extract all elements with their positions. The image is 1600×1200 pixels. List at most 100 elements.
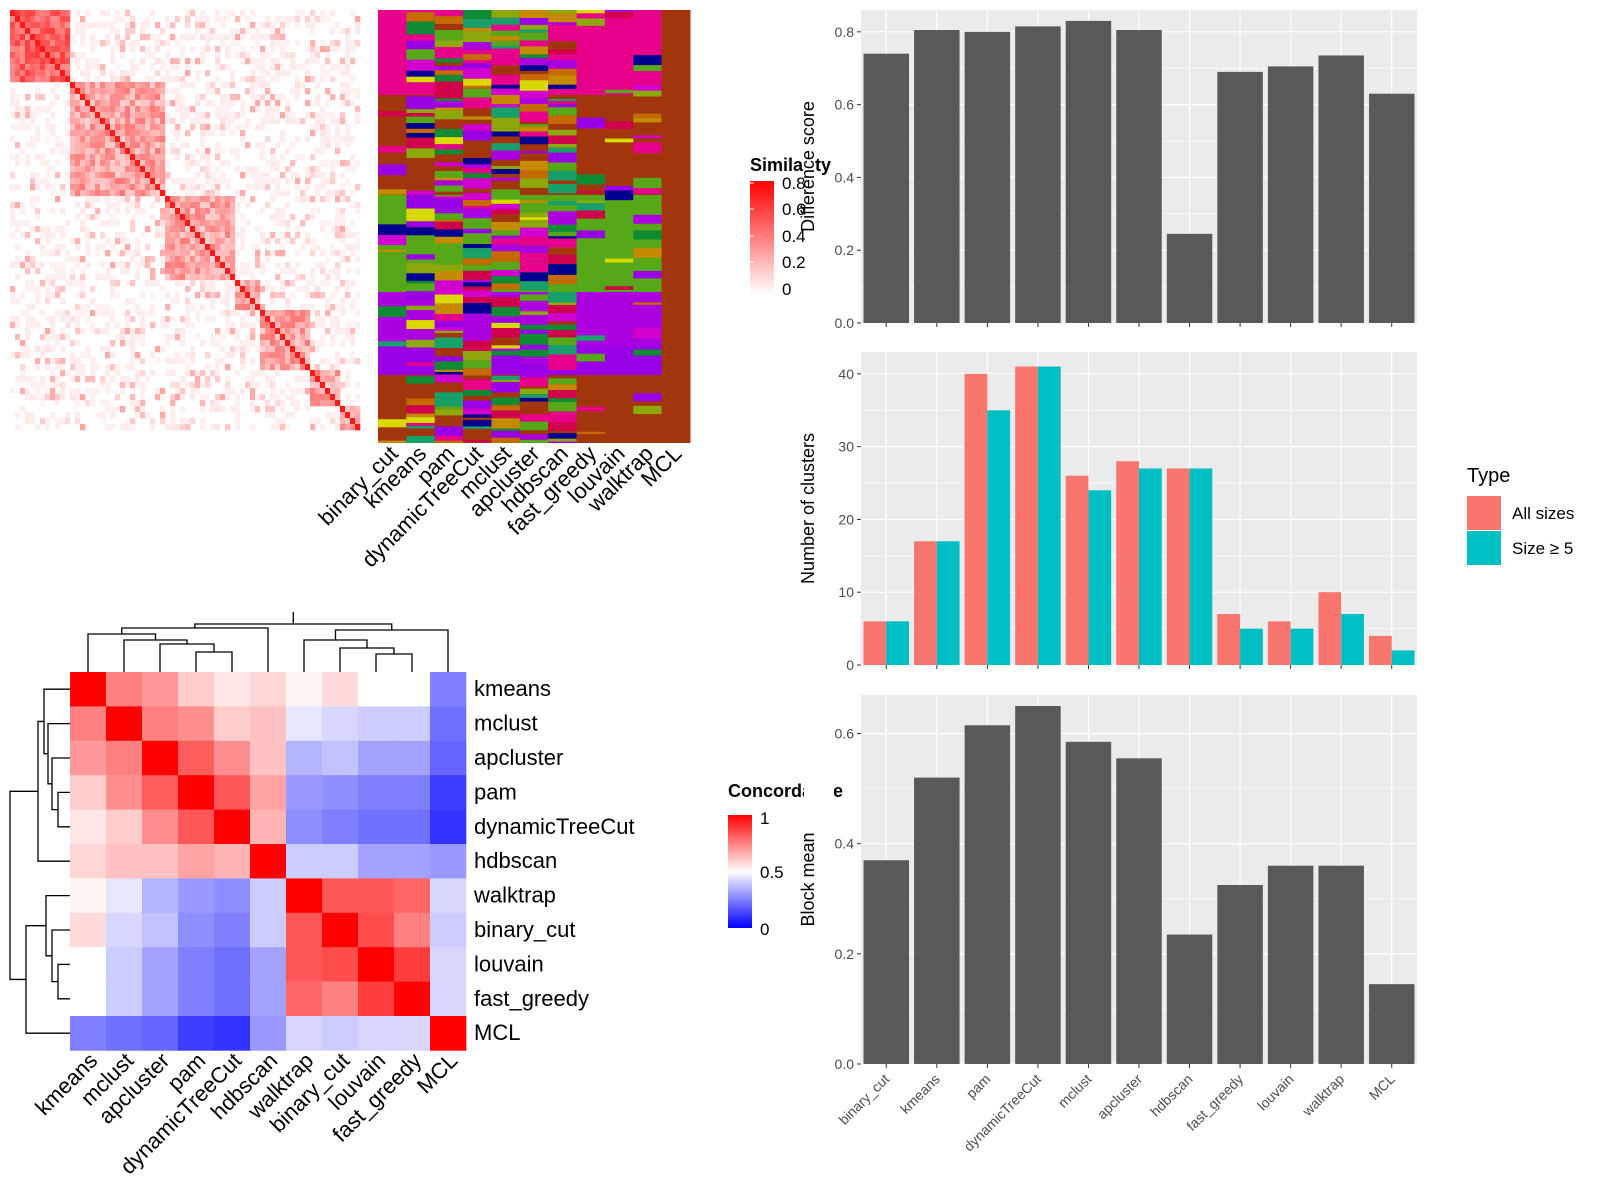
similarity-cell (240, 34, 246, 41)
similarity-cell (60, 394, 66, 401)
similarity-cell (330, 94, 336, 101)
similarity-cell (40, 232, 46, 239)
similarity-cell (170, 64, 176, 71)
similarity-cell (310, 28, 316, 35)
concordance-cell (70, 844, 107, 879)
similarity-cell (160, 28, 166, 35)
similarity-cell (300, 358, 306, 365)
cluster-segment (491, 297, 521, 307)
similarity-cell (100, 82, 106, 89)
similarity-cell (335, 124, 341, 131)
bar (1267, 66, 1314, 324)
similarity-cell (70, 124, 76, 131)
cluster-segment (491, 397, 521, 406)
similarity-cell (230, 346, 236, 353)
similarity-cell (45, 298, 51, 305)
similarity-cell (350, 280, 356, 287)
similarity-cell (135, 82, 141, 89)
similarity-cell (200, 382, 206, 389)
similarity-cell (270, 382, 276, 389)
similarity-cell (330, 172, 336, 179)
cluster-segment (548, 107, 578, 116)
concordance-cell (214, 809, 251, 845)
similarity-cell (265, 322, 271, 329)
similarity-cell (305, 406, 311, 413)
bar-all-sizes (1368, 635, 1392, 665)
similarity-cell (70, 364, 76, 371)
similarity-cell (210, 334, 216, 341)
similarity-cell (140, 142, 146, 149)
similarity-cell (270, 58, 276, 65)
similarity-cell (195, 208, 201, 215)
similarity-cell (80, 256, 86, 263)
similarity-cell (20, 220, 26, 227)
similarity-cell (275, 28, 281, 35)
similarity-cell (30, 178, 36, 185)
similarity-cell (85, 88, 91, 95)
cluster-segment (519, 388, 549, 395)
similarity-cell (30, 52, 36, 59)
similarity-cell (145, 148, 151, 155)
similarity-cell (20, 64, 26, 71)
similarity-cell (330, 322, 336, 329)
similarity-cell (150, 142, 156, 149)
similarity-cell (80, 208, 86, 215)
similarity-cell (220, 238, 226, 245)
similarity-cell (70, 352, 76, 359)
similarity-cell (165, 268, 171, 275)
similarity-cell (190, 178, 196, 185)
similarity-cell (215, 46, 221, 53)
similarity-cell (195, 256, 201, 263)
similarity-cell (340, 118, 346, 125)
cluster-band (378, 292, 407, 345)
similarity-cell (230, 130, 236, 137)
similarity-cell (170, 142, 176, 149)
similarity-cell (305, 292, 311, 299)
similarity-cell (130, 184, 136, 191)
similarity-cell (285, 166, 291, 173)
similarity-cell (325, 394, 331, 401)
cluster-segment (519, 324, 549, 330)
similarity-cell (135, 160, 141, 167)
cluster-segment (491, 203, 521, 210)
similarity-cell (25, 346, 31, 353)
similarity-cell (80, 82, 86, 89)
cluster-segment (434, 280, 464, 286)
similarity-cell (115, 88, 121, 95)
similarity-cell (75, 280, 81, 287)
similarity-cell (235, 400, 241, 407)
similarity-cell (130, 400, 136, 407)
similarity-cell (250, 58, 256, 65)
similarity-cell (330, 382, 336, 389)
similarity-cell (325, 358, 331, 365)
similarity-cell (95, 154, 101, 161)
similarity-cell (215, 400, 221, 407)
similarity-cell (40, 16, 46, 23)
cluster-segment (548, 84, 578, 89)
similarity-cell (215, 358, 221, 365)
similarity-cell (130, 316, 136, 323)
y-tick-label: 0.6 (835, 726, 855, 742)
similarity-cell (350, 10, 356, 17)
similarity-cell (35, 322, 41, 329)
cluster-segment (519, 349, 549, 357)
similarity-cell (185, 382, 191, 389)
concordance-cell (142, 809, 179, 845)
cluster-segment (519, 200, 549, 203)
similarity-cell (225, 10, 231, 17)
similarity-cell (330, 178, 336, 185)
similarity-cell (330, 244, 336, 251)
similarity-cell (175, 382, 181, 389)
similarity-cell (280, 268, 286, 275)
similarity-cell (230, 388, 236, 395)
similarity-cell (10, 100, 16, 107)
similarity-cell (75, 136, 81, 143)
similarity-cell (350, 244, 356, 251)
similarity-cell (340, 220, 346, 227)
cluster-segment (434, 74, 464, 82)
similarity-cell (170, 214, 176, 221)
similarity-cell (90, 160, 96, 167)
similarity-cell (275, 400, 281, 407)
similarity-cell (340, 412, 346, 419)
cluster-segment (548, 274, 578, 285)
